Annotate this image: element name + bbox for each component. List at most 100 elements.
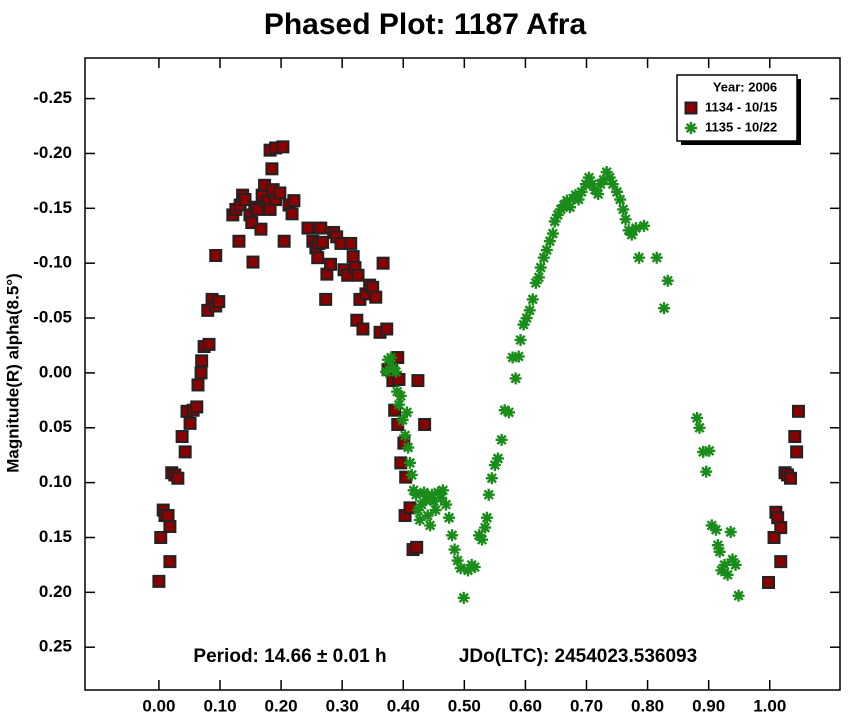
point [183,416,197,430]
point [600,166,613,179]
point [175,430,189,444]
point [650,251,663,264]
point [405,468,418,481]
point [232,234,246,248]
point [407,484,420,497]
point [265,162,279,176]
point [419,494,432,507]
point [520,312,533,325]
series [152,140,805,589]
point [700,465,713,478]
legend-title: Year: 2006 [713,79,777,94]
y-tick-label: 0.20 [39,582,72,601]
point [154,530,168,544]
point [461,564,474,577]
x-tick-label: 0.40 [387,696,420,715]
point [724,526,737,538]
y-tick-label: -0.15 [33,198,72,217]
point [285,207,299,221]
point [729,558,742,571]
legend-marker [684,101,698,115]
y-tick-label: 0.00 [39,362,72,381]
point [171,471,185,485]
point [575,185,588,198]
point [614,193,627,206]
point [424,519,437,532]
point [161,509,175,523]
point [705,519,718,532]
point [163,555,177,569]
point [403,456,416,469]
point [572,193,585,206]
point [767,530,781,544]
point [163,520,177,534]
point [509,372,522,385]
point [346,250,360,264]
chart-title: Phased Plot: 1187 Afra [264,8,587,41]
point [697,445,710,458]
point [152,574,166,588]
point [411,504,424,517]
point [693,421,706,434]
point [495,433,508,446]
point [457,591,470,604]
point [534,261,547,274]
point [633,251,646,264]
point [443,511,456,524]
point [190,400,204,414]
point [502,406,515,419]
point [540,244,553,257]
x-tick-label: 0.00 [142,696,175,715]
point [446,529,459,542]
point [560,194,573,207]
point [488,459,501,472]
y-tick-label: -0.20 [33,143,72,162]
point [637,219,650,232]
point [791,404,805,418]
legend-label: 1134 - 10/15 [705,99,777,114]
point [451,554,464,567]
point [399,429,412,442]
point [482,488,495,501]
legend-marker [685,122,697,134]
point [351,268,365,282]
y-tick-label: 0.10 [39,472,72,491]
y-tick-label: 0.05 [39,417,72,436]
point [597,173,610,186]
point [564,201,577,214]
point [440,498,453,511]
point [603,171,616,184]
point [356,322,370,336]
y-tick-label: -0.25 [33,88,72,107]
point [191,378,205,392]
point [392,398,405,411]
point [498,404,511,417]
point [718,558,731,571]
point [548,215,561,228]
point [376,256,390,270]
point [523,304,536,317]
point [427,495,440,508]
point [592,188,605,201]
x-tick-label: 0.20 [265,696,298,715]
point [418,417,432,431]
point [421,509,434,522]
legend-label: 1135 - 10/22 [705,119,777,134]
point [546,227,559,240]
point [526,293,539,306]
point [709,523,722,536]
plot-frame [84,57,841,691]
point [479,521,492,534]
point [209,249,223,262]
point [245,216,259,230]
point [658,302,671,315]
point [721,568,734,581]
x-tick-label: 0.30 [326,696,359,715]
point [411,374,425,388]
point [476,533,489,546]
point [319,292,333,306]
point [436,484,449,497]
point [448,543,461,556]
point [790,445,804,459]
point [178,445,192,459]
